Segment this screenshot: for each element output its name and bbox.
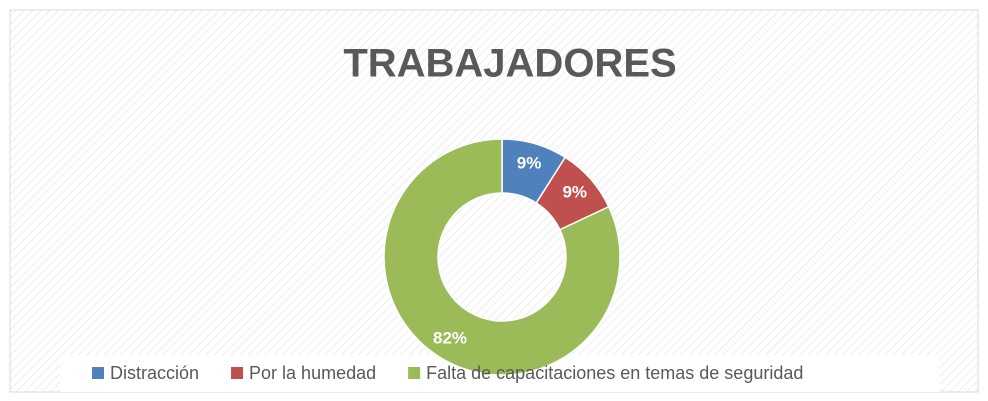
- data-label: 82%: [433, 328, 467, 347]
- legend-label: Falta de capacitaciones en temas de segu…: [426, 363, 803, 383]
- chart-title: TRABAJADORES: [343, 42, 676, 86]
- legend-label: Distracción: [110, 363, 199, 383]
- legend-label: Por la humedad: [249, 363, 376, 383]
- data-label: 9%: [517, 153, 542, 172]
- donut-segment: [383, 138, 621, 376]
- data-label: 9%: [562, 182, 587, 201]
- legend-swatch: [92, 367, 104, 379]
- legend-swatch: [408, 367, 421, 379]
- legend-swatch: [231, 367, 244, 379]
